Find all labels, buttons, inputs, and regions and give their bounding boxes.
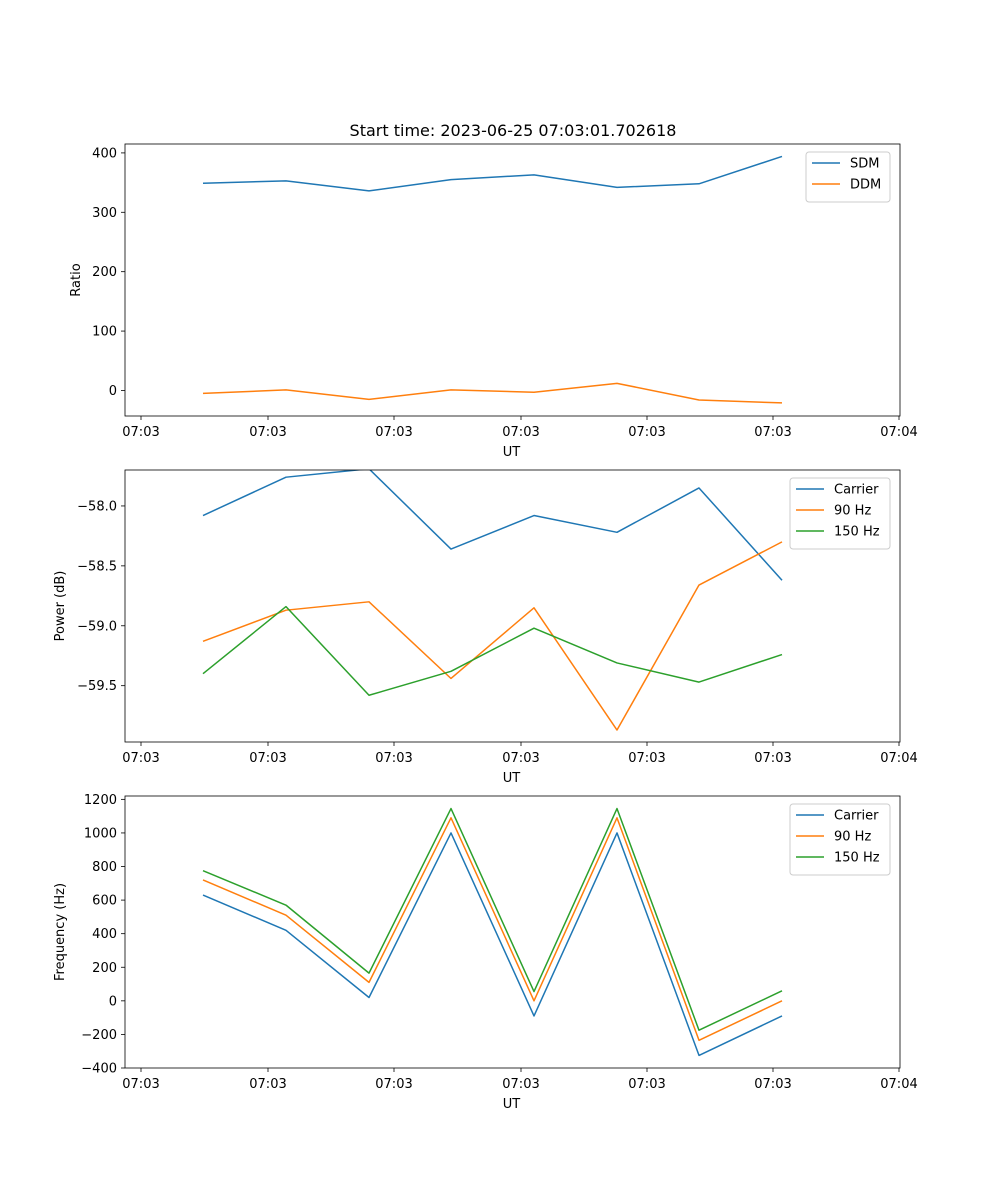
series-line-90-hz	[202, 541, 783, 731]
y-axis-label: Ratio	[69, 263, 84, 296]
y-tick-label: 300	[92, 206, 117, 221]
series-line-150-hz	[202, 807, 783, 1031]
y-tick-label: −200	[81, 1028, 117, 1043]
x-tick-label: 07:03	[249, 425, 286, 440]
x-tick-label: 07:03	[502, 1077, 539, 1092]
legend-entry: 90 Hz	[834, 830, 871, 845]
series-line-carrier	[202, 832, 783, 1057]
axes-frame	[124, 795, 901, 1069]
y-tick-label: 1200	[84, 793, 117, 808]
series-line-carrier	[202, 470, 783, 581]
legend-entry: 150 Hz	[834, 525, 880, 540]
chart-panel-1: 07:03 07:03 07:03 07:03 07:03 07:03 07:04 UT 0 10…	[69, 143, 918, 460]
chart-panel-2: 07:03 07:03 07:03 07:03 07:03 07:03 07:04 UT −58…	[53, 469, 918, 786]
y-tick-label: 200	[92, 961, 117, 976]
x-tick-label: 07:03	[249, 751, 286, 766]
x-tick-label: 07:03	[628, 425, 665, 440]
x-tick-label: 07:03	[502, 751, 539, 766]
x-tick-label: 07:03	[375, 751, 412, 766]
y-tick-label: 200	[92, 265, 117, 280]
series-line-ddm	[202, 382, 783, 404]
x-tick-label: 07:03	[628, 1077, 665, 1092]
x-tick-label: 07:03	[628, 751, 665, 766]
x-axis-label: UT	[503, 445, 521, 460]
y-tick-label: 400	[92, 146, 117, 161]
x-tick-label: 07:03	[375, 425, 412, 440]
y-tick-label: −58.0	[77, 499, 117, 514]
chart-panel-3: 07:03 07:03 07:03 07:03 07:03 07:03 07:04 UT −40…	[53, 793, 918, 1112]
x-tick-label: 07:03	[502, 425, 539, 440]
x-tick-label: 07:03	[122, 751, 159, 766]
y-tick-label: −400	[81, 1062, 117, 1077]
charts-container: 07:03 07:03 07:03 07:03 07:03 07:03 07:04 UT 0 10…	[53, 143, 918, 1112]
axes-frame	[124, 469, 901, 743]
y-tick-label: 600	[92, 894, 117, 909]
y-tick-label: 400	[92, 927, 117, 942]
y-tick-label: −58.5	[77, 559, 117, 574]
y-tick-label: −59.5	[77, 679, 117, 694]
x-tick-label: 07:04	[880, 751, 917, 766]
y-tick-label: 100	[92, 325, 117, 340]
series-line-90-hz	[202, 817, 783, 1042]
y-axis-label: Frequency (Hz)	[53, 883, 68, 981]
x-tick-label: 07:03	[249, 1077, 286, 1092]
legend-entry: Carrier	[834, 809, 879, 824]
axes-frame	[124, 143, 901, 417]
series-line-sdm	[202, 155, 783, 192]
x-tick-label: 07:04	[880, 1077, 917, 1092]
figure-title: Start time: 2023-06-25 07:03:01.702618	[350, 121, 677, 140]
x-tick-label: 07:03	[122, 1077, 159, 1092]
x-axis-label: UT	[503, 1097, 521, 1112]
y-tick-label: 800	[92, 860, 117, 875]
y-axis-label: Power (dB)	[53, 571, 68, 642]
legend-entry: 90 Hz	[834, 504, 871, 519]
x-axis-label: UT	[503, 771, 521, 786]
legend-entry: SDM	[850, 157, 879, 172]
x-tick-label: 07:04	[880, 425, 917, 440]
legend-entry: DDM	[850, 178, 881, 193]
y-tick-label: 1000	[84, 826, 117, 841]
legend-box	[805, 151, 891, 203]
x-tick-label: 07:03	[375, 1077, 412, 1092]
x-tick-label: 07:03	[754, 751, 791, 766]
y-tick-label: 0	[109, 994, 117, 1009]
x-tick-label: 07:03	[122, 425, 159, 440]
series-line-150-hz	[202, 605, 783, 697]
y-tick-label: −59.0	[77, 619, 117, 634]
x-tick-label: 07:03	[754, 425, 791, 440]
x-tick-label: 07:03	[754, 1077, 791, 1092]
legend-entry: Carrier	[834, 483, 879, 498]
legend-entry: 150 Hz	[834, 851, 880, 866]
y-tick-label: 0	[109, 384, 117, 399]
